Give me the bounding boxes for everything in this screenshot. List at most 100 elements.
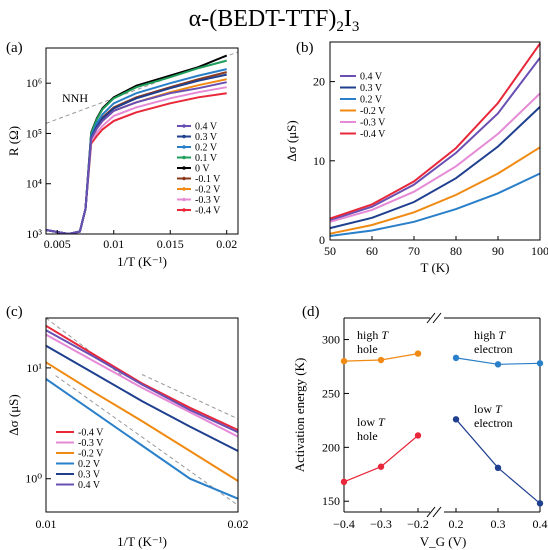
legend-label-a: -0.2 V — [195, 185, 221, 196]
label-high-electron-line1: high T — [474, 328, 506, 342]
y-tick-label-d: 150 — [322, 494, 340, 508]
series-line-b--0.3 V — [329, 92, 541, 223]
y-tick-label-a: 10⁴ — [26, 177, 42, 191]
panel-letter-d: (d) — [302, 304, 320, 320]
legend-label-a: -0.1 V — [195, 174, 221, 185]
axis-break-mark — [426, 506, 436, 518]
x-tick-label-d: −0.2 — [407, 517, 429, 531]
x-tick-label-b: 90 — [492, 244, 504, 258]
x-tick-label-b: 70 — [408, 244, 420, 258]
x-tick-label-c: 0.02 — [228, 517, 249, 531]
data-point-d — [414, 350, 422, 357]
legend-label-c: -0.4 V — [78, 428, 104, 439]
series-line-c--0.4 V — [45, 324, 239, 431]
label-low-electron-line1: low T — [474, 402, 503, 416]
legend-label-a: 0.4 V — [195, 122, 218, 133]
x-tick-label-d: −0.3 — [370, 517, 392, 531]
series-line-b-0.4 V — [329, 57, 541, 222]
title-tail: I — [343, 6, 352, 32]
figure-title: α-(BEDT-TTF)2I3 — [0, 6, 548, 35]
legend-label-c: -0.3 V — [78, 438, 104, 449]
series-line-c--0.3 V — [45, 333, 239, 438]
series-line-c-0.2 V — [45, 378, 239, 500]
legend-marker-a — [182, 145, 186, 149]
label-high-electron-T: T — [498, 328, 506, 342]
y-tick-label-c: 10⁰ — [25, 472, 42, 486]
legend-label-a: 0.2 V — [195, 143, 218, 154]
y-axis-label-d: Activation energy (K) — [292, 358, 307, 473]
series-line-c-0.4 V — [45, 329, 239, 434]
legend-marker-a — [182, 187, 186, 191]
x-tick-label-a: 0.005 — [44, 237, 71, 251]
x-tick-label-d: 0.4 — [533, 517, 548, 531]
data-point-d — [536, 500, 544, 507]
y-tick-label-a: 10⁵ — [26, 126, 42, 140]
legend-marker-a — [182, 155, 186, 160]
legend-marker-a — [182, 134, 186, 139]
label-low-hole-line2: hole — [357, 429, 378, 443]
panel-a-frame — [45, 47, 239, 235]
legend-label-a: -0.4 V — [195, 206, 221, 217]
data-point-d — [452, 416, 460, 423]
label-high-hole-T: T — [381, 328, 389, 342]
x-axis-label-c: 1/T (K⁻¹) — [117, 534, 167, 549]
label-low-electron-T: T — [495, 402, 503, 416]
data-point-d — [340, 357, 348, 365]
x-tick-label-a: 0.02 — [216, 237, 237, 251]
legend-label-a: 0.3 V — [195, 132, 218, 143]
fit-line-c — [55, 375, 239, 506]
data-point-d — [414, 432, 422, 439]
y-tick-label-b: 0 — [319, 233, 325, 247]
label-high-electron-line2: electron — [474, 342, 513, 356]
x-tick-label-a: 0.015 — [157, 237, 184, 251]
axis-break-mark — [432, 506, 442, 518]
label-high-hole-line1: high T — [357, 328, 389, 342]
x-tick-label-c: 0.01 — [36, 517, 57, 531]
legend-label-c: 0.4 V — [78, 480, 101, 491]
series-line-d — [455, 418, 541, 504]
series-line-c--0.2 V — [45, 361, 239, 482]
panel-letter-b: (b) — [296, 40, 314, 56]
y-axis-label-b: Δσ (μS) — [284, 120, 299, 161]
legend-label-b: -0.2 V — [360, 106, 386, 117]
panel-c-frame — [45, 317, 239, 513]
legend-label-b: 0.2 V — [360, 95, 383, 106]
y-tick-label-d: 300 — [322, 333, 340, 347]
nnh-label: NNH — [62, 91, 88, 105]
series-line-b--0.4 V — [329, 43, 541, 220]
panel-a-plot-area — [46, 51, 238, 234]
legend-label-a: 0 V — [195, 164, 210, 175]
legend-label-c: 0.2 V — [78, 459, 101, 470]
axis-break-mark — [426, 312, 436, 324]
legend-marker-a — [182, 208, 186, 212]
x-axis-label-d: V_G (V) — [420, 534, 467, 549]
title-subscript-2: 3 — [351, 19, 360, 35]
legend-label-a: -0.3 V — [195, 195, 221, 206]
panel-letter-a: (a) — [6, 40, 23, 56]
y-axis-label-a: R (Ω) — [6, 126, 21, 156]
series-line-c-0.3 V — [45, 344, 239, 452]
y-tick-label-b: 20 — [313, 75, 325, 89]
legend-label-b: 0.4 V — [360, 72, 383, 83]
legend-marker-a — [182, 197, 186, 202]
label-low-hole-T: T — [378, 415, 386, 429]
x-tick-label-b: 60 — [366, 244, 378, 258]
y-axis-label-c: Δσ (μS) — [6, 394, 21, 435]
legend-marker-a — [182, 124, 186, 128]
panel-b-frame — [329, 41, 541, 241]
x-tick-label-b: 50 — [324, 244, 336, 258]
y-tick-label-d: 200 — [322, 440, 340, 454]
x-tick-label-d: 0.2 — [449, 517, 464, 531]
data-point-d — [340, 478, 348, 486]
label-high-hole-line2: hole — [357, 342, 378, 356]
x-axis-label-b: T (K) — [420, 260, 449, 275]
label-low-hole-line1: low T — [357, 415, 386, 429]
series-line-a-0.4 V — [46, 81, 227, 234]
y-tick-label-a: 10³ — [26, 227, 42, 241]
legend-label-c: 0.3 V — [78, 470, 101, 481]
x-tick-label-b: 100 — [531, 244, 548, 258]
x-axis-label-a: 1/T (K⁻¹) — [117, 254, 167, 269]
data-point-d — [452, 354, 460, 362]
fit-line-c — [141, 374, 239, 420]
